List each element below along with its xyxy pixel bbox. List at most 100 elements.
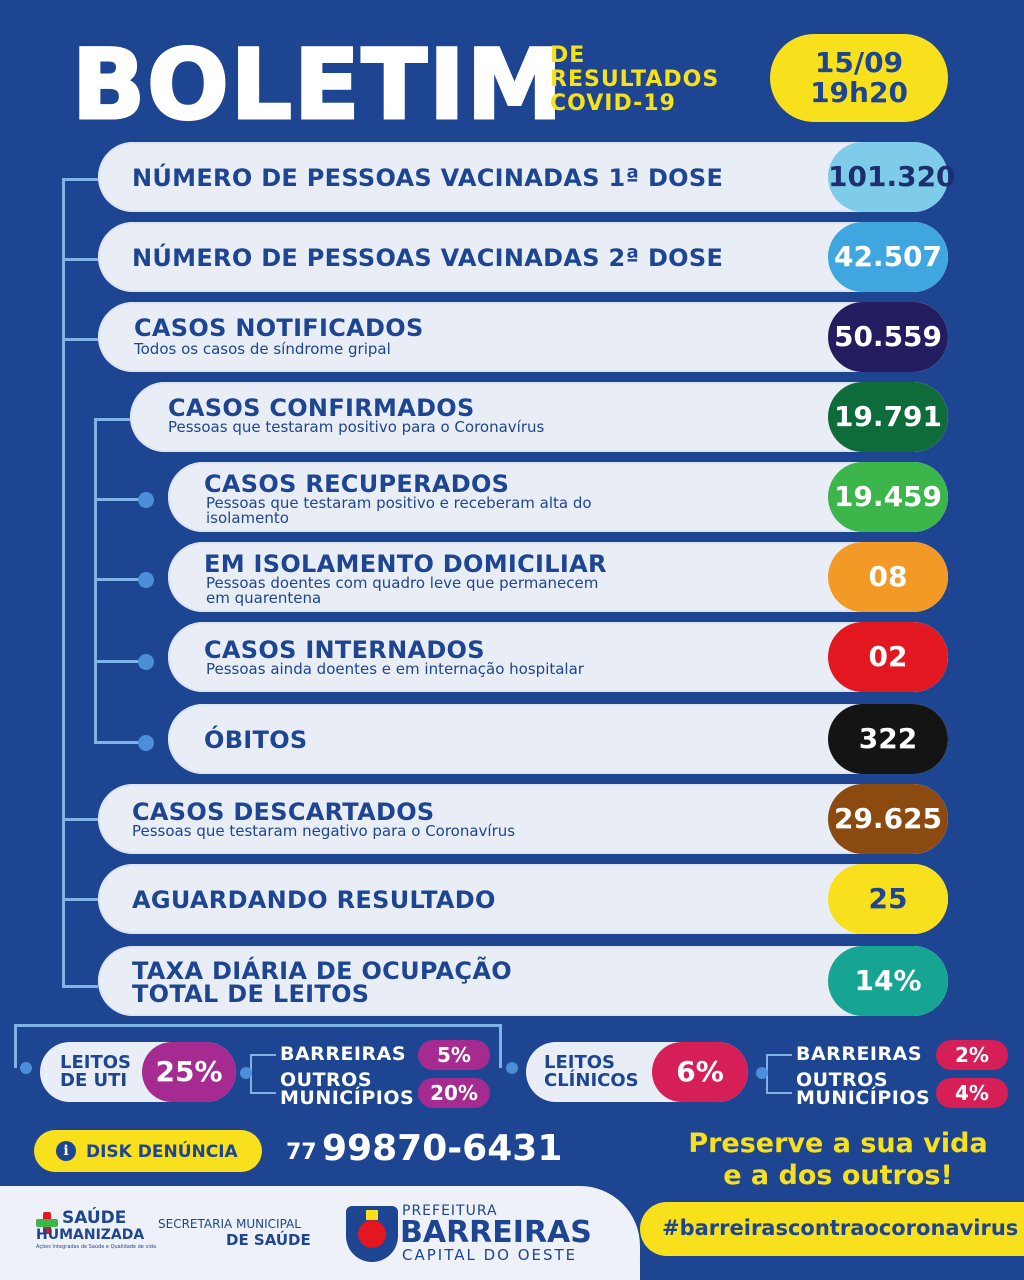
- row-description-2: isolamento: [206, 509, 289, 527]
- connector: [499, 1024, 502, 1068]
- row-title: CASOS NOTIFICADOS: [134, 314, 424, 342]
- row-value: 19.459: [828, 462, 948, 532]
- subtitle-line-2: RESULTADOS: [550, 67, 720, 92]
- barreiras-coat-of-arms-icon: [346, 1206, 398, 1262]
- uti-outros-value: 20%: [418, 1078, 490, 1108]
- secretaria-text: SECRETARIA MUNICIPAL: [158, 1217, 301, 1231]
- uti-barreiras-value: 5%: [418, 1040, 490, 1070]
- saude-logo-tagline: Ações Integradas de Saúde e Qualidade de…: [36, 1244, 157, 1250]
- leitos-uti-label-2: DE UTI: [60, 1070, 128, 1091]
- connector: [94, 418, 130, 421]
- connector: [62, 898, 98, 901]
- date-text: 15/09: [814, 46, 904, 79]
- connector: [250, 1054, 276, 1056]
- connector-dot: [506, 1062, 518, 1074]
- connector: [62, 985, 98, 988]
- page-subtitle: DE RESULTADOS COVID-19: [550, 44, 719, 116]
- info-icon: i: [56, 1141, 76, 1161]
- row-vacinados-2-dose: NÚMERO DE PESSOAS VACINADAS 2ª DOSE 42.5…: [98, 222, 948, 292]
- row-value: 322: [828, 704, 948, 774]
- row-title: CASOS RECUPERADOS: [204, 470, 510, 498]
- row-taxa-ocupacao: TAXA DIÁRIA DE OCUPAÇÃO TOTAL DE LEITOS …: [98, 946, 948, 1016]
- connector: [14, 1024, 17, 1068]
- row-casos-descartados: CASOS DESCARTADOS Pessoas que testaram n…: [98, 784, 948, 854]
- row-title: NÚMERO DE PESSOAS VACINADAS 1ª DOSE: [132, 164, 724, 192]
- secretaria-text-2: DE SAÚDE: [226, 1231, 311, 1249]
- clinicos-municipios-label: MUNICÍPIOS: [796, 1087, 931, 1109]
- disk-denuncia-label: DISK DENÚNCIA: [86, 1142, 238, 1162]
- row-value: 42.507: [828, 222, 948, 292]
- leitos-uti-label: LEITOS: [60, 1052, 132, 1073]
- capital-oeste-text: CAPITAL DO OESTE: [402, 1246, 578, 1264]
- clinicos-outros-value: 4%: [936, 1078, 1008, 1108]
- time-text: 19h20: [810, 76, 908, 109]
- row-value: 101.320: [828, 142, 956, 212]
- row-vacinados-1-dose: NÚMERO DE PESSOAS VACINADAS 1ª DOSE 101.…: [98, 142, 956, 212]
- leitos-clinicos-label-2: CLÍNICOS: [544, 1070, 639, 1091]
- slogan-line-1: Preserve a sua vida: [688, 1128, 988, 1159]
- connector-dot: [138, 492, 154, 508]
- row-title: NÚMERO DE PESSOAS VACINADAS 2ª DOSE: [132, 244, 724, 272]
- connector: [94, 660, 146, 663]
- slogan-line-2: e a dos outros!: [723, 1160, 953, 1191]
- row-casos-recuperados: CASOS RECUPERADOS Pessoas que testaram p…: [168, 462, 948, 532]
- uti-outros-label: OUTROS: [280, 1069, 373, 1091]
- prefeitura-text: PREFEITURA: [402, 1203, 498, 1219]
- row-description: Pessoas que testaram negativo para o Cor…: [132, 822, 516, 840]
- slogan: Preserve a sua vida e a dos outros!: [680, 1128, 996, 1192]
- phone-number[interactable]: 99870-6431: [322, 1128, 563, 1169]
- connector-dot: [756, 1067, 768, 1079]
- row-value: 08: [828, 542, 948, 612]
- leitos-clinicos-value: 6%: [652, 1042, 748, 1102]
- hashtag-text: #barreirascontraocoronavirus: [662, 1216, 1019, 1240]
- subtitle-line-1: DE: [550, 43, 586, 68]
- humanizada-logo-text: HUMANIZADA: [36, 1227, 145, 1243]
- row-title: EM ISOLAMENTO DOMICILIAR: [204, 550, 607, 578]
- row-isolamento-domiciliar: EM ISOLAMENTO DOMICILIAR Pessoas doentes…: [168, 542, 948, 612]
- row-value: 14%: [828, 946, 948, 1016]
- connector: [94, 578, 146, 581]
- saude-logo-text: SAÚDE: [62, 1208, 127, 1228]
- row-value: 02: [828, 622, 948, 692]
- phone-ddd: 77: [286, 1140, 317, 1165]
- page-title: BOLETIM: [70, 29, 565, 142]
- row-value: 29.625: [828, 784, 948, 854]
- row-title: CASOS CONFIRMADOS: [168, 394, 475, 422]
- row-description: Pessoas que testaram positivo e recebera…: [206, 494, 592, 512]
- row-description-2: em quarentena: [206, 589, 322, 607]
- row-casos-internados: CASOS INTERNADOS Pessoas ainda doentes e…: [168, 622, 948, 692]
- row-description: Pessoas doentes com quadro leve que perm…: [206, 574, 599, 592]
- connector-dot: [138, 654, 154, 670]
- row-title: ÓBITOS: [204, 726, 308, 754]
- uti-municipios-label: MUNICÍPIOS: [280, 1087, 415, 1109]
- connector: [62, 258, 98, 261]
- connector-main: [62, 178, 65, 988]
- row-title: CASOS INTERNADOS: [204, 636, 485, 664]
- hashtag-bar: #barreirascontraocoronavirus: [640, 1202, 1024, 1256]
- connector: [62, 178, 98, 181]
- subtitle-line-3: COVID-19: [550, 91, 676, 116]
- row-casos-notificados: CASOS NOTIFICADOS Todos os casos de sínd…: [98, 302, 948, 372]
- row-description: Pessoas ainda doentes e em internação ho…: [206, 660, 584, 678]
- connector: [250, 1092, 276, 1094]
- row-value: 50.559: [828, 302, 948, 372]
- row-value: 25: [828, 864, 948, 934]
- row-obitos: ÓBITOS 322: [168, 704, 948, 774]
- leitos-clinicos: LEITOS CLÍNICOS 6%: [526, 1042, 748, 1102]
- leitos-uti: LEITOS DE UTI 25%: [40, 1042, 236, 1102]
- row-description: Pessoas que testaram positivo para o Cor…: [168, 418, 545, 436]
- row-aguardando-resultado: AGUARDANDO RESULTADO 25: [98, 864, 948, 934]
- connector-dot: [138, 572, 154, 588]
- footer-bar: SAÚDE HUMANIZADA Ações Integradas de Saú…: [0, 1186, 640, 1280]
- connector: [62, 338, 98, 341]
- connector: [766, 1092, 792, 1094]
- connector-dot: [240, 1067, 252, 1079]
- connector: [62, 818, 98, 821]
- connector-sub: [94, 418, 97, 744]
- connector-dot: [20, 1062, 32, 1074]
- uti-barreiras-label: BARREIRAS: [280, 1043, 407, 1065]
- disk-denuncia-badge[interactable]: i DISK DENÚNCIA: [34, 1130, 262, 1172]
- connector-dot: [138, 735, 154, 751]
- row-title: TAXA DIÁRIA DE OCUPAÇÃO: [132, 957, 512, 985]
- row-casos-confirmados: CASOS CONFIRMADOS Pessoas que testaram p…: [130, 382, 948, 452]
